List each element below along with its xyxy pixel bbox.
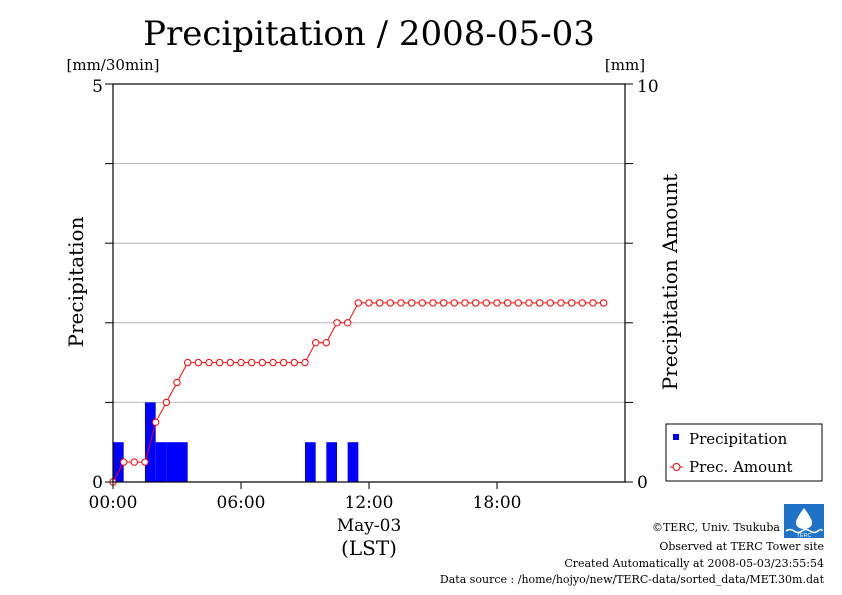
legend-amount-label: Prec. Amount [689,458,793,476]
amount-marker [578,299,587,307]
precipitation-bar [113,442,124,482]
amount-marker [119,458,128,466]
amount-marker [290,358,299,367]
amount-marker [205,358,213,367]
right-axis-label: Precipitation Amount [658,174,682,391]
amount-marker [439,299,448,307]
left-axis-label: Precipitation [64,216,88,347]
plot-frame [112,83,626,483]
amount-line [109,299,608,486]
precipitation-bar [166,442,177,482]
right-tick-label-10: 10 [637,77,659,97]
amount-marker [162,398,171,407]
chart-title: Precipitation / 2008-05-03 [143,14,595,54]
amount-marker [450,299,459,307]
amount-marker [418,299,427,307]
amount-marker [237,358,245,367]
precipitation-bar [347,442,359,482]
legend-box [665,423,823,482]
amount-marker [535,299,544,307]
amount-marker [471,299,480,307]
amount-marker [322,339,331,347]
terc-logo-wave-icon [785,528,823,534]
amount-marker [397,299,405,307]
amount-marker [194,358,203,367]
precipitation-bar [326,442,337,482]
legend-line-marker [672,463,681,471]
terc-logo: TERC [784,504,824,539]
amount-marker [482,299,491,307]
precipitation-bar [177,442,188,482]
precipitation-bar [155,442,167,482]
left-tick-label-0: 0 [92,473,103,493]
amount-marker [247,358,256,367]
amount-marker [258,358,267,367]
grid-lines [113,163,625,403]
amount-marker [343,319,352,327]
amount-marker [557,299,565,307]
footer-copyright: ©TERC, Univ. Tsukuba [652,521,780,534]
left-tick-label-5: 5 [92,77,103,97]
precipitation-bars [113,402,359,482]
x-tick-label-1200: 12:00 [345,493,394,513]
amount-marker [279,358,288,367]
footer-observed: Observed at TERC Tower site [659,540,824,553]
right-tick-label-0: 0 [637,473,648,493]
x-tick-label-0000: 00:00 [89,493,138,513]
amount-marker [546,299,555,307]
amount-marker [407,299,416,307]
amount-marker [354,299,363,307]
legend: Precipitation Prec. Amount [665,423,823,482]
precipitation-bar [305,442,316,482]
amount-marker [141,458,149,466]
terc-logo-drop-icon [796,508,812,529]
x-zone-label: (LST) [341,536,397,560]
amount-marker [130,458,139,466]
amount-marker [493,299,501,307]
x-tick-label-1800: 18:00 [473,493,522,513]
amount-marker [269,358,277,367]
amount-marker [567,299,576,307]
legend-bar-swatch [673,434,679,440]
amount-marker [183,358,192,367]
x-date-label: May-03 [337,516,402,536]
amount-marker [311,339,320,347]
amount-marker [333,319,341,327]
legend-precipitation-label: Precipitation [689,430,788,448]
amount-marker [461,299,469,307]
amount-marker [375,299,384,307]
amount-marker [514,299,523,307]
left-unit-label: [mm/30min] [67,56,160,74]
right-unit-label: [mm] [605,56,645,74]
amount-marker [365,299,373,307]
amount-marker [525,299,533,307]
terc-logo-text: TERC [797,533,812,539]
amount-marker [599,299,608,307]
amount-marker [215,358,224,367]
amount-marker [503,299,512,307]
amount-marker [589,299,597,307]
amount-marker [226,358,235,367]
amount-marker [301,358,309,367]
footer-created: Created Automatically at 2008-05-03/23:5… [564,557,824,570]
x-tick-label-0600: 06:00 [217,493,266,513]
footer-source: Data source : /home/hojyo/new/TERC-data/… [440,573,825,586]
amount-marker [173,378,181,387]
amount-marker [151,418,160,426]
amount-marker [429,299,437,307]
axis-ticks [105,83,633,489]
amount-marker [386,299,395,307]
